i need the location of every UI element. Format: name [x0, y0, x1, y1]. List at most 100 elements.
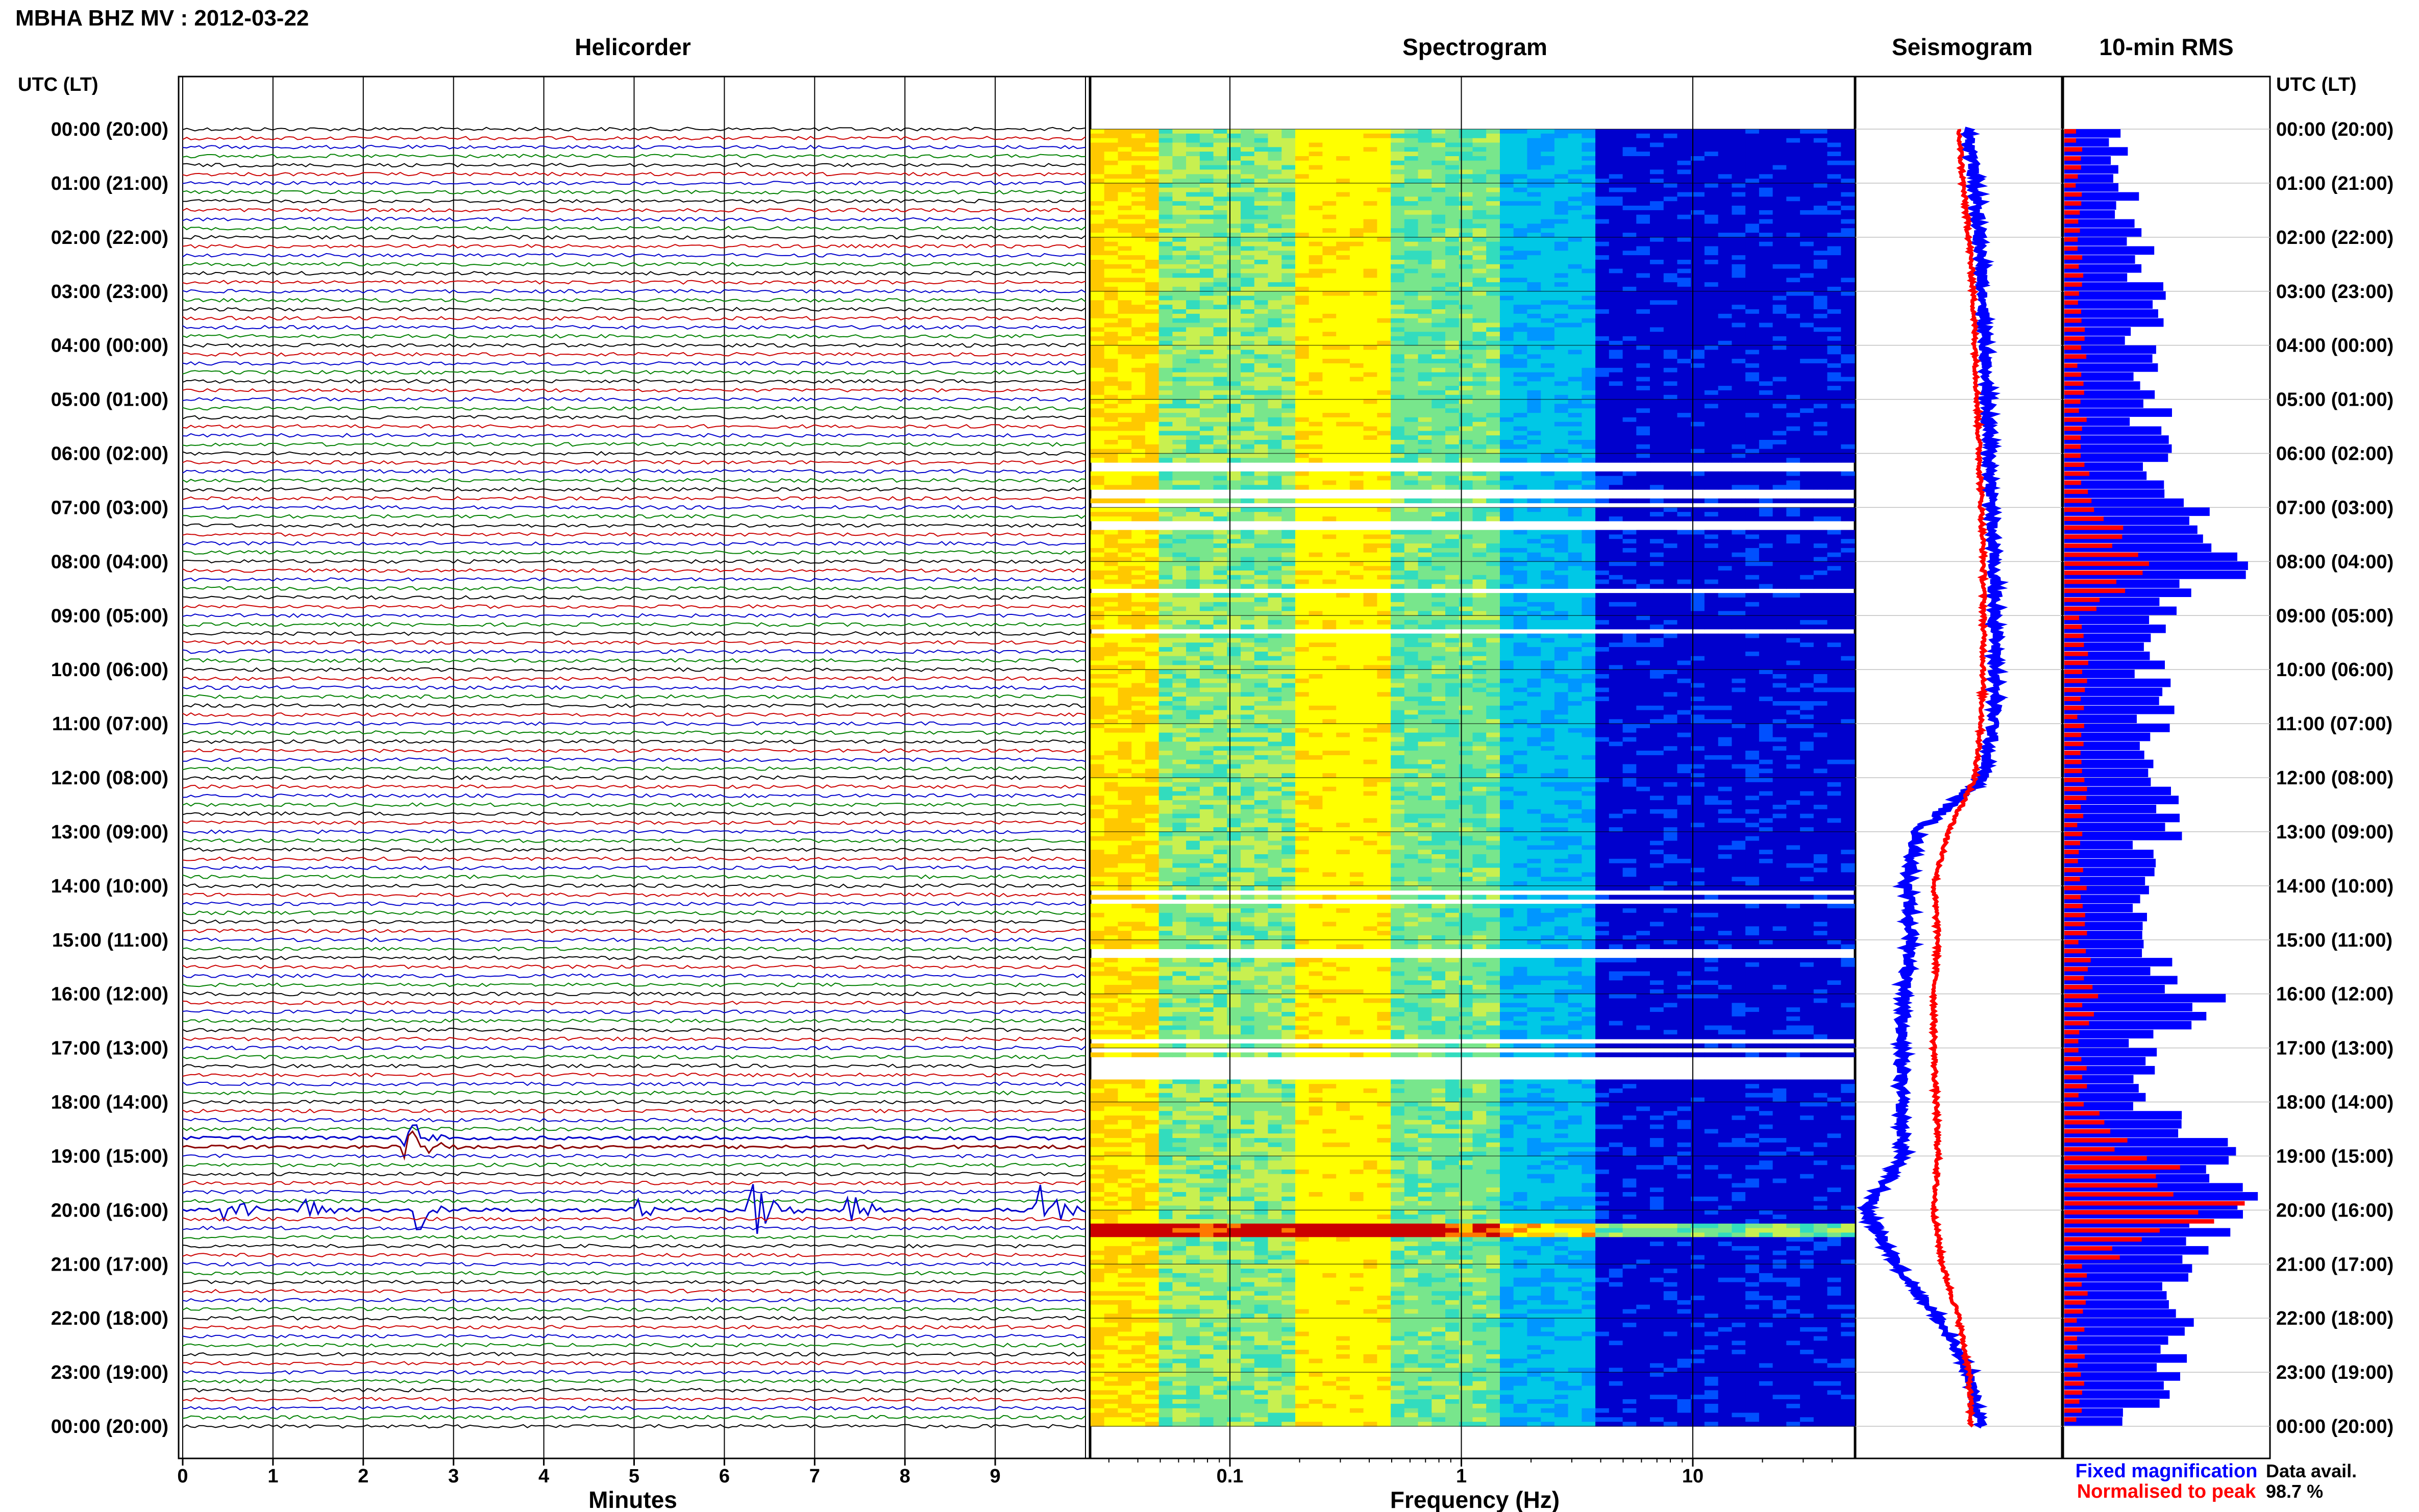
spectrogram-cell [1595, 241, 1610, 247]
spectrogram-cell [1772, 300, 1787, 305]
spectrogram-cell [1131, 228, 1146, 233]
spectrogram-cell [1349, 264, 1364, 269]
spectrogram-cell [1650, 444, 1664, 450]
spectrogram-cell [1118, 278, 1132, 283]
spectrogram-cell [1131, 260, 1146, 265]
spectrogram-cell [1322, 156, 1337, 161]
spectrogram-cell [1568, 408, 1582, 413]
spectrogram-cell [1268, 372, 1282, 377]
spectrogram-cell [1486, 404, 1500, 409]
spectrogram-cell [1418, 286, 1432, 292]
spectrogram-cell [1445, 165, 1460, 170]
spectrogram-cell [1104, 233, 1118, 238]
spectrogram-cell [1404, 377, 1419, 382]
spectrogram-cell [1363, 142, 1377, 147]
spectrogram-cell [1281, 372, 1296, 377]
spectrogram-cell [1336, 255, 1350, 260]
spectrogram-cell [1391, 327, 1405, 332]
spectrogram-cell [1568, 332, 1582, 337]
spectrogram-cell [1349, 142, 1364, 147]
spectrogram-cell [1091, 507, 1105, 512]
spectrogram-cell [1595, 260, 1610, 265]
spectrogram-cell [1118, 354, 1132, 359]
spectrogram-cell [1349, 192, 1364, 197]
spectrogram-cell [1254, 201, 1269, 206]
spectrogram-cell [1677, 196, 1691, 202]
spectrogram-cell [1527, 309, 1541, 314]
spectrogram-cell [1800, 512, 1814, 517]
spectrogram-cell [1732, 286, 1746, 292]
spectrogram-cell [1391, 426, 1405, 431]
spectrogram-cell [1622, 237, 1637, 242]
spectrogram-cell [1513, 219, 1527, 224]
spectrogram-cell [1568, 273, 1582, 278]
spectrogram-cell [1745, 367, 1760, 373]
spectrogram-cell [1541, 251, 1555, 256]
spectrogram-cell [1650, 318, 1664, 324]
spectrogram-cell [1595, 278, 1610, 283]
spectrogram-cell [1704, 206, 1719, 211]
spectrogram-cell [1691, 476, 1705, 481]
spectrogram-cell [1391, 228, 1405, 233]
spectrogram-cell [1704, 336, 1719, 341]
spectrogram-cell [1541, 286, 1555, 292]
spectrogram-cell [1336, 179, 1350, 184]
spectrogram-cell [1486, 251, 1500, 256]
spectrogram-cell [1772, 512, 1787, 517]
spectrogram-cell [1349, 246, 1364, 251]
spectrogram-cell [1104, 359, 1118, 364]
spectrogram-cell [1513, 214, 1527, 220]
spectrogram-cell [1841, 431, 1855, 436]
spectrogram-cell [1732, 174, 1746, 179]
spectrogram-cell [1295, 300, 1310, 305]
spectrogram-cell [1772, 246, 1787, 251]
spectrogram-cell [1622, 268, 1637, 274]
spectrogram-cell [1759, 327, 1773, 332]
spectrogram-cell [1295, 219, 1310, 224]
spectrogram-cell [1459, 165, 1473, 170]
spectrogram-cell [1677, 169, 1691, 175]
spectrogram-cell [1268, 313, 1282, 319]
spectrogram-cell [1199, 471, 1214, 477]
spectrogram-cell [1827, 408, 1841, 413]
spectrogram-cell [1772, 404, 1787, 409]
spectrogram-cell [1145, 196, 1159, 202]
spectrogram-cell [1186, 498, 1200, 504]
spectrogram-cell [1772, 196, 1787, 202]
spectrogram-cell [1404, 264, 1419, 269]
spectrogram-cell [1772, 530, 1787, 535]
spectrogram-cell [1527, 201, 1541, 206]
spectrogram-cell [1772, 179, 1787, 184]
spectrogram-cell [1786, 214, 1800, 220]
spectrogram-cell [1131, 318, 1146, 324]
spectrogram-cell [1500, 300, 1514, 305]
spectrogram-cell [1404, 426, 1419, 431]
spectrogram-cell [1663, 336, 1678, 341]
spectrogram-cell [1622, 291, 1637, 296]
spectrogram-cell [1595, 196, 1610, 202]
spectrogram-cell [1691, 417, 1705, 423]
spectrogram-cell [1732, 345, 1746, 351]
spectrogram-cell [1500, 458, 1514, 463]
spectrogram-cell [1636, 516, 1650, 522]
spectrogram-cell [1459, 449, 1473, 454]
spectrogram-cell [1663, 300, 1678, 305]
spectrogram-cell [1172, 453, 1187, 458]
spectrogram-cell [1199, 399, 1214, 404]
time-tick-label: 00:00 (20:00) [2276, 1416, 2393, 1437]
spectrogram-cell [1295, 165, 1310, 170]
spectrogram-cell [1527, 530, 1541, 535]
spectrogram-cell [1568, 210, 1582, 215]
spectrogram-cell [1145, 291, 1159, 296]
spectrogram-cell [1295, 268, 1310, 274]
spectrogram-cell [1595, 354, 1610, 359]
spectrogram-cell [1704, 332, 1719, 337]
spectrogram-cell [1827, 377, 1841, 382]
spectrogram-cell [1336, 192, 1350, 197]
spectrogram-cell [1295, 340, 1310, 346]
spectrogram-cell [1732, 201, 1746, 206]
spectrogram-cell [1145, 251, 1159, 256]
spectrogram-cell [1500, 152, 1514, 157]
spectrogram-cell [1322, 340, 1337, 346]
spectrogram-cell [1391, 282, 1405, 287]
